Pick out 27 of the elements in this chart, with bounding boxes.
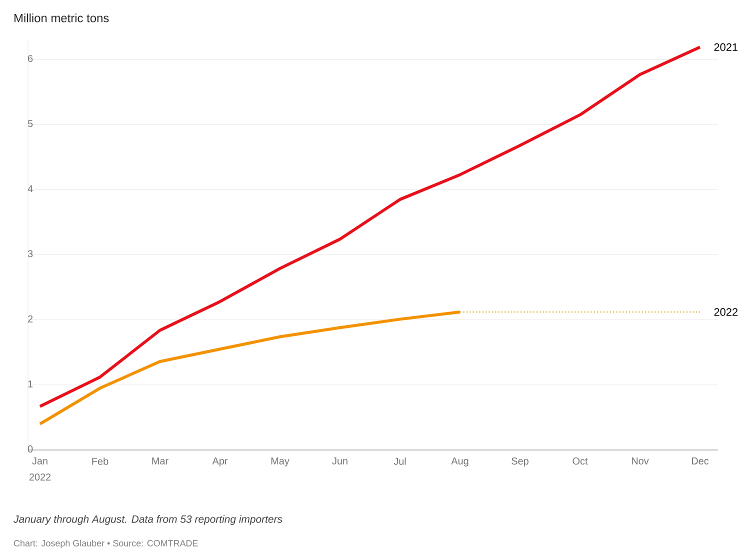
line-series (38, 46, 702, 408)
y-tick-label: 3 (28, 250, 33, 258)
x-tick-label: Jan (32, 458, 48, 464)
text: January through August. Data from 53 reporting importers (13, 515, 282, 525)
text: 2022 (714, 308, 738, 316)
series-label: 2021 (714, 43, 738, 52)
text: 2022 (29, 474, 51, 481)
y-tick-label: 4 (28, 185, 33, 192)
text: Chart: Joseph Glauber • Source: COMTRADE (14, 540, 198, 548)
x-tick-label: Nov (632, 458, 649, 464)
x-tick-label: Apr (212, 458, 228, 466)
y-tick-label: 1 (28, 380, 33, 388)
x-tick-label: Aug (451, 458, 468, 466)
y-tick-label: 5 (28, 120, 33, 128)
y-tick-label: 2 (28, 315, 33, 322)
x-tick-label: Dec (692, 458, 709, 464)
y-axis-title: Million metric tons (14, 14, 109, 22)
x-tick-label: Feb (92, 458, 108, 465)
line-series (38, 310, 462, 426)
x-tick-label: Oct (572, 458, 588, 465)
x-tick-label: May (271, 458, 290, 466)
y-tick-label: 6 (28, 54, 33, 62)
x-tick-label: Sep (512, 458, 528, 467)
x-tick-label: Mar (152, 458, 168, 464)
x-tick-label: Jun (332, 458, 348, 464)
y-tick-label: 0 (28, 445, 33, 452)
x-tick-label: Jul (394, 458, 406, 465)
